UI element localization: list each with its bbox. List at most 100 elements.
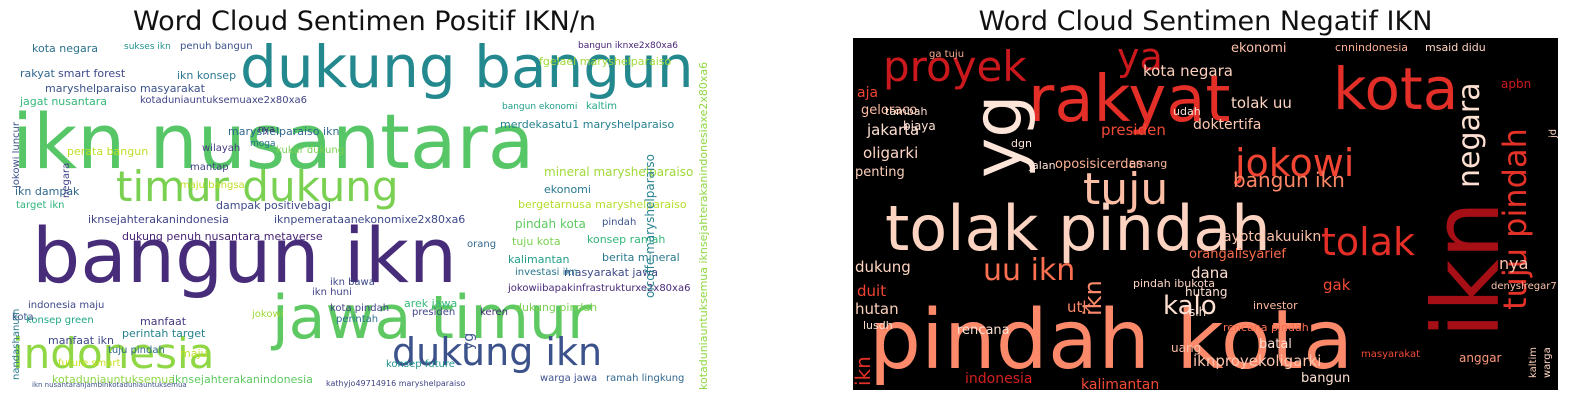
cloud-word: target ikn [16, 200, 65, 211]
cloud-word: maju bangsa [180, 180, 245, 191]
cloud-word: ikn nusantara [12, 97, 535, 186]
negative-word-cloud: pindah kota tolak pindah ikn rakyat yg k… [853, 38, 1558, 390]
cloud-word: maju [180, 347, 208, 360]
cloud-word: ikn konsep [177, 69, 237, 82]
cloud-word: tuju kota [512, 235, 561, 248]
cloud-word: rencana [957, 323, 1010, 338]
cloud-word: ikn bawa [330, 277, 375, 288]
cloud-word: apbn [1501, 77, 1532, 91]
cloud-word: udah [1173, 105, 1201, 118]
cloud-word: rencana pindah [1223, 321, 1309, 334]
cloud-word: nya [258, 125, 275, 135]
cloud-word: berita mineral [602, 251, 680, 264]
cloud-word: maryshelparaiso masyarakat [45, 82, 205, 95]
cloud-word: kota [12, 312, 34, 323]
cloud-word: batal [1259, 337, 1292, 352]
cloud-word: aja [857, 85, 879, 101]
cloud-word: bergetarnusa maryshelparaiso [518, 198, 687, 211]
cloud-word: tolak [1321, 220, 1415, 264]
cloud-word: hutan [855, 300, 899, 318]
cloud-word: konsep ramah [587, 233, 666, 246]
cloud-word: kalo [1163, 291, 1217, 321]
cloud-word: future smart [58, 358, 121, 369]
cloud-word: kukar dukung [276, 145, 345, 156]
cloud-word: jokowi [252, 309, 284, 320]
positive-word-cloud: ikn nusantara dukung bangun bangun ikn j… [12, 38, 717, 390]
cloud-word: ikn [1079, 280, 1107, 316]
cloud-word: pindah ibukota [1133, 277, 1215, 290]
cloud-word: investasi ikn [515, 267, 578, 278]
cloud-word: dukung [855, 258, 911, 276]
cloud-word: jd [1548, 128, 1558, 138]
cloud-word: tambah [885, 105, 928, 118]
negative-cloud-title: Word Cloud Sentimen Negatif IKN [978, 6, 1433, 37]
cloud-word: perata bangun [67, 145, 149, 158]
cloud-word: iknproyekoligarki [1193, 352, 1322, 370]
cloud-word: nya [1499, 254, 1529, 273]
cloud-word: uu ikn [983, 253, 1076, 288]
cloud-word: tolak pindah [885, 192, 1271, 265]
cloud-word: lusdh [863, 319, 893, 332]
cloud-word: iknsejahterakanindonesia [88, 213, 229, 226]
cloud-word: geloraco [861, 103, 918, 118]
cloud-word: kota [1333, 55, 1459, 123]
cloud-word: moga [250, 139, 276, 149]
cloud-word: fgelael maryshelparaiso [539, 55, 672, 68]
cloud-word: emang [1129, 157, 1168, 170]
cloud-word: kotaduniauntuksemua [52, 373, 176, 386]
cloud-word: wilayah [202, 143, 241, 154]
cloud-word: duit [857, 282, 887, 300]
positive-cloud-title: Word Cloud Sentimen Positif IKN/n [133, 6, 596, 37]
cloud-word: merdekasatu1 maryshelparaiso [500, 118, 675, 131]
cloud-word: dukung bangun [240, 38, 694, 101]
cloud-word: sukses ikn [124, 42, 171, 52]
cloud-word: indonesia maju [28, 300, 105, 311]
cloud-word: mantap [190, 162, 229, 173]
cloud-word: jokowiibapakinfrastrukturxe2x80xa6 [508, 283, 691, 294]
cloud-word: jalan [1029, 159, 1056, 172]
cloud-word: cnnindonesia [1335, 41, 1408, 54]
cloud-word: kota negara [32, 42, 98, 55]
cloud-word: doktertifa [1193, 117, 1262, 133]
cloud-word: jokowi luncur [12, 122, 22, 188]
cloud-word: orangalisyarief [1189, 247, 1286, 262]
cloud-word: investor [1253, 299, 1298, 312]
cloud-word: warga [1542, 347, 1553, 378]
cloud-word: rakyat [1028, 63, 1231, 137]
cloud-word: jakarta [867, 121, 920, 139]
cloud-word: masyarakat jawa [564, 266, 658, 279]
cloud-word: tolak uu [1231, 94, 1292, 112]
cloud-word: perintah target [122, 327, 206, 340]
cloud-word: gak [1323, 276, 1351, 294]
cloud-word: tuju [1083, 164, 1169, 215]
cloud-word: denysiregar7 [1491, 281, 1557, 292]
cloud-word: indonesia [965, 371, 1033, 387]
cloud-word: maryshelparaiso ikn [228, 125, 340, 138]
cloud-word: presiden [412, 307, 456, 318]
cloud-word: manfaat ikn [48, 334, 114, 347]
cloud-word: hutang [1185, 285, 1228, 299]
cloud-word: indonesia [12, 329, 215, 378]
cloud-word: kaltim [1528, 347, 1539, 378]
cloud-word: nandashanum [12, 308, 22, 380]
cloud-word: kota pindah [330, 303, 390, 314]
cloud-word: rakyat [20, 67, 55, 80]
cloud-word: timur dukung [116, 162, 399, 211]
cloud-word: anggar [1459, 351, 1502, 365]
cloud-word: kathyjo49714916 maryshelparaiso [326, 379, 466, 388]
cloud-word: smart forest [58, 67, 126, 80]
cloud-word: arek jawa [404, 297, 458, 310]
cloud-word: kaltim [586, 101, 617, 112]
cloud-word: ikn dampak [15, 185, 80, 198]
cloud-word: pindah kota [869, 293, 1354, 388]
cloud-word: masyarakat [1361, 349, 1421, 360]
cloud-word: kotaduniauntuksemua iknsejahterakanindon… [697, 61, 710, 390]
cloud-word: jawa timur [272, 283, 592, 353]
cloud-word: konsep green [26, 315, 94, 326]
cloud-word: biaya [903, 119, 936, 133]
cloud-word: utk [1067, 298, 1092, 316]
cloud-word: ramah lingkung [606, 373, 685, 384]
cloud-word: perintah [336, 314, 379, 325]
cloud-word: presiden [1101, 121, 1166, 139]
cloud-word: bangun ekonomi [502, 102, 578, 112]
